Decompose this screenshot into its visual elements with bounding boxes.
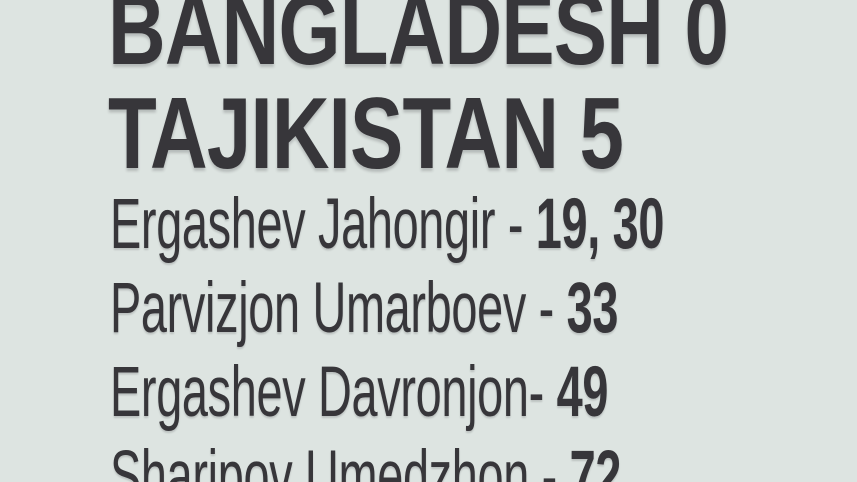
scorer-minutes: 72	[569, 437, 622, 482]
scorer-name: Parvizjon Umarboev	[110, 269, 526, 348]
scorer-minutes: 49	[556, 353, 609, 432]
team1-score: 0	[684, 0, 729, 86]
scorer-separator: -	[528, 437, 570, 482]
scorer-minutes: 33	[566, 269, 619, 348]
team1-name: BANGLADESH	[108, 0, 664, 86]
team1-score-line: BANGLADESH 0	[108, 0, 729, 81]
scorer-name: Ergashev Davronjon	[110, 353, 529, 432]
scorer-row: Ergashev Davronjon- 49	[110, 357, 608, 428]
scorer-separator: -	[525, 269, 567, 348]
scorer-row: Sharipov Umedzhon - 72	[110, 441, 621, 482]
scorer-row: Ergashev Jahongir - 19, 30	[110, 189, 664, 260]
scorer-name: Sharipov Umedzhon	[110, 437, 529, 482]
scorer-row: Parvizjon Umarboev - 33	[110, 273, 618, 344]
team2-score-line: TAJIKISTAN 5	[108, 84, 624, 185]
scorer-separator: -	[528, 353, 557, 432]
team2-score: 5	[579, 78, 624, 190]
scorer-minutes: 19, 30	[535, 185, 665, 264]
team2-name: TAJIKISTAN	[108, 78, 559, 190]
scorer-separator: -	[495, 185, 536, 264]
scorer-name: Ergashev Jahongir	[110, 185, 496, 264]
